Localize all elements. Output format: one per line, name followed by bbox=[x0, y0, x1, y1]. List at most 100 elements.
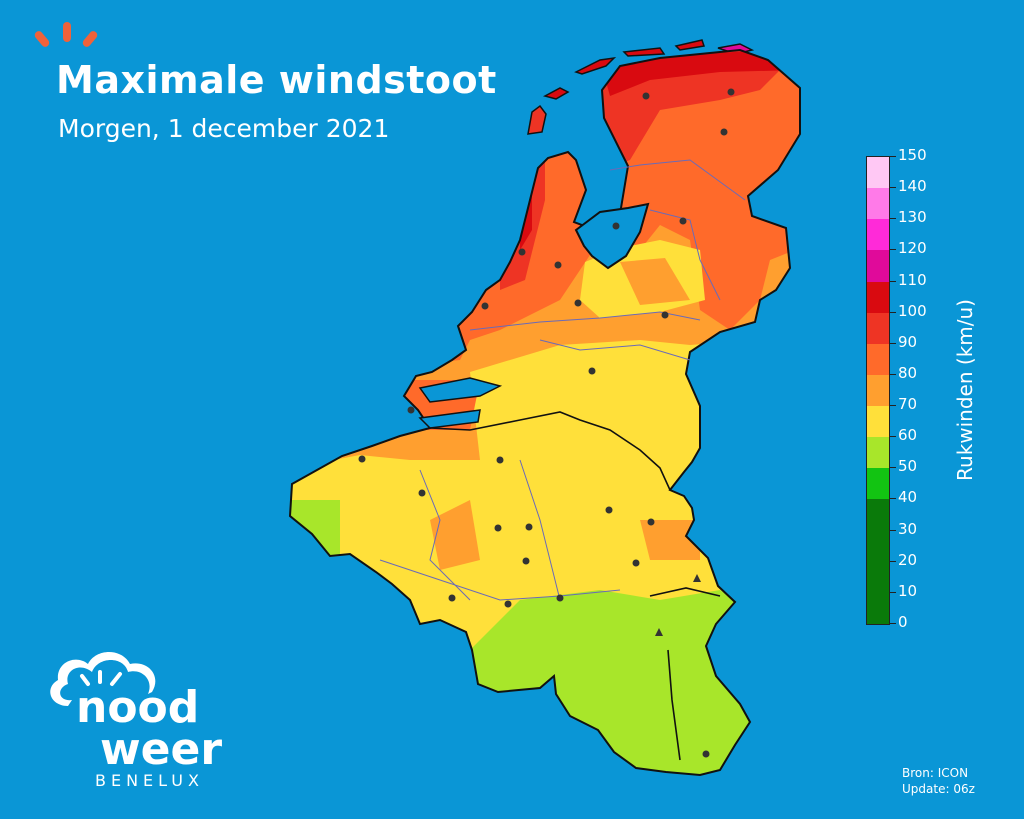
city-marker bbox=[554, 261, 562, 269]
colorbar-axis-label: Rukwinden (km/u) bbox=[953, 299, 977, 481]
colorbar-tick bbox=[890, 156, 896, 157]
city-marker bbox=[407, 406, 415, 414]
city-marker bbox=[661, 311, 669, 319]
colorbar-tick bbox=[890, 187, 896, 189]
colorbar-tick bbox=[890, 405, 896, 407]
colorbar-tick-label: 90 bbox=[898, 332, 918, 351]
colorbar-band bbox=[867, 437, 889, 469]
colorbar-band bbox=[867, 281, 889, 313]
province-borders bbox=[379, 159, 746, 601]
city-marker bbox=[556, 594, 564, 602]
logo-subtitle: BENELUX bbox=[95, 771, 204, 790]
noodweer-logo: nood weer bbox=[50, 652, 222, 775]
city-marker bbox=[574, 299, 582, 307]
zone-50-60-west bbox=[290, 500, 340, 560]
colorbar-tick-label: 0 bbox=[898, 613, 908, 631]
island-texel bbox=[527, 104, 547, 135]
city-marker bbox=[494, 524, 502, 532]
city-marker bbox=[702, 750, 710, 758]
city-marker bbox=[727, 88, 735, 96]
wind-zones bbox=[290, 50, 800, 775]
colorbar-band bbox=[867, 312, 889, 344]
city-marker bbox=[522, 557, 530, 565]
zone-50-60-south bbox=[460, 590, 760, 775]
colorbar-tick-label: 100 bbox=[898, 301, 927, 320]
city-marker bbox=[720, 128, 728, 136]
zone-70-80-inland bbox=[430, 500, 480, 570]
border-be-de bbox=[649, 587, 721, 597]
colorbar-tick bbox=[890, 373, 896, 375]
colorbar-tick-label: 40 bbox=[898, 488, 918, 507]
colorbar-band bbox=[867, 250, 889, 282]
summit-marker-icon bbox=[693, 574, 701, 582]
colorbar-band bbox=[867, 219, 889, 251]
colorbar-tick bbox=[890, 498, 896, 500]
colorbar-tick bbox=[890, 342, 896, 344]
colorbar-band bbox=[867, 157, 889, 189]
colorbar-tick bbox=[890, 560, 896, 562]
logo-word-nood: nood bbox=[76, 682, 199, 733]
summit-marker-icon bbox=[655, 628, 663, 636]
source-model: Bron: ICON bbox=[902, 766, 969, 780]
colorbar-tick bbox=[890, 280, 896, 282]
colorbar-tick bbox=[890, 623, 896, 624]
sun-rays-icon bbox=[80, 670, 122, 686]
colorbar-tick-label: 30 bbox=[898, 519, 918, 538]
colorbar-tick-label: 60 bbox=[898, 426, 918, 445]
colorbar-tick-label: 70 bbox=[898, 395, 918, 414]
map-subtitle: Morgen, 1 december 2021 bbox=[58, 114, 390, 143]
brand-rays-icon bbox=[34, 22, 98, 47]
city-marker bbox=[605, 506, 613, 514]
colorbar-tick-label: 20 bbox=[898, 550, 918, 569]
colorbar-band bbox=[867, 468, 889, 500]
city-marker bbox=[612, 222, 620, 230]
colorbar-tick bbox=[890, 218, 896, 220]
border-be-lu bbox=[667, 649, 681, 761]
oosterschelde-water bbox=[418, 377, 503, 403]
logo-word-weer: weer bbox=[100, 724, 222, 775]
city-marker bbox=[418, 489, 426, 497]
colorbar bbox=[866, 156, 890, 625]
island-terschelling bbox=[574, 56, 617, 75]
ijsselmeer-lake bbox=[574, 202, 650, 270]
colorbar-tick-label: 140 bbox=[898, 177, 927, 196]
colorbar-tick-label: 130 bbox=[898, 208, 927, 227]
zone-70-80-veluwe bbox=[620, 258, 690, 305]
city-marker bbox=[496, 456, 504, 464]
cloud-icon bbox=[50, 652, 156, 706]
city-marker bbox=[504, 600, 512, 608]
colorbar-tick bbox=[890, 311, 896, 313]
summit-markers bbox=[655, 574, 701, 636]
city-markers bbox=[358, 88, 735, 758]
colorbar-tick-label: 120 bbox=[898, 239, 927, 258]
colorbar-band bbox=[867, 343, 889, 375]
island-vlieland bbox=[542, 87, 570, 100]
colorbar-tick-label: 80 bbox=[898, 363, 918, 382]
colorbar-tick bbox=[890, 436, 896, 438]
colorbar-band bbox=[867, 188, 889, 220]
colorbar-tick-label: 150 bbox=[898, 146, 927, 164]
coastline-outline bbox=[288, 48, 801, 777]
colorbar-tick-label: 110 bbox=[898, 270, 927, 289]
city-marker bbox=[642, 92, 650, 100]
colorbar-tick bbox=[890, 591, 896, 593]
border-nl-be bbox=[429, 411, 671, 491]
colorbar-tick bbox=[890, 249, 896, 251]
island-schiermonnikoog bbox=[674, 39, 705, 51]
westerschelde-water bbox=[418, 409, 481, 429]
zone-70-80-east bbox=[640, 520, 700, 560]
city-marker bbox=[525, 523, 533, 531]
city-marker bbox=[481, 302, 489, 310]
colorbar-band bbox=[867, 374, 889, 407]
city-marker bbox=[358, 455, 366, 463]
city-marker bbox=[588, 367, 596, 375]
colorbar-band bbox=[867, 406, 889, 438]
source-note: Bron: ICON Update: 06z bbox=[902, 765, 975, 797]
source-update: Update: 06z bbox=[902, 782, 975, 797]
city-marker bbox=[518, 248, 526, 256]
colorbar-legend: 0 10 20 30 40 50 60 70 80 90 100 110 120 130 140 150 bbox=[860, 146, 1010, 631]
colorbar-tick-label: 50 bbox=[898, 457, 918, 476]
colorbar-tick bbox=[890, 467, 896, 469]
map-title: Maximale windstoot bbox=[56, 58, 497, 102]
